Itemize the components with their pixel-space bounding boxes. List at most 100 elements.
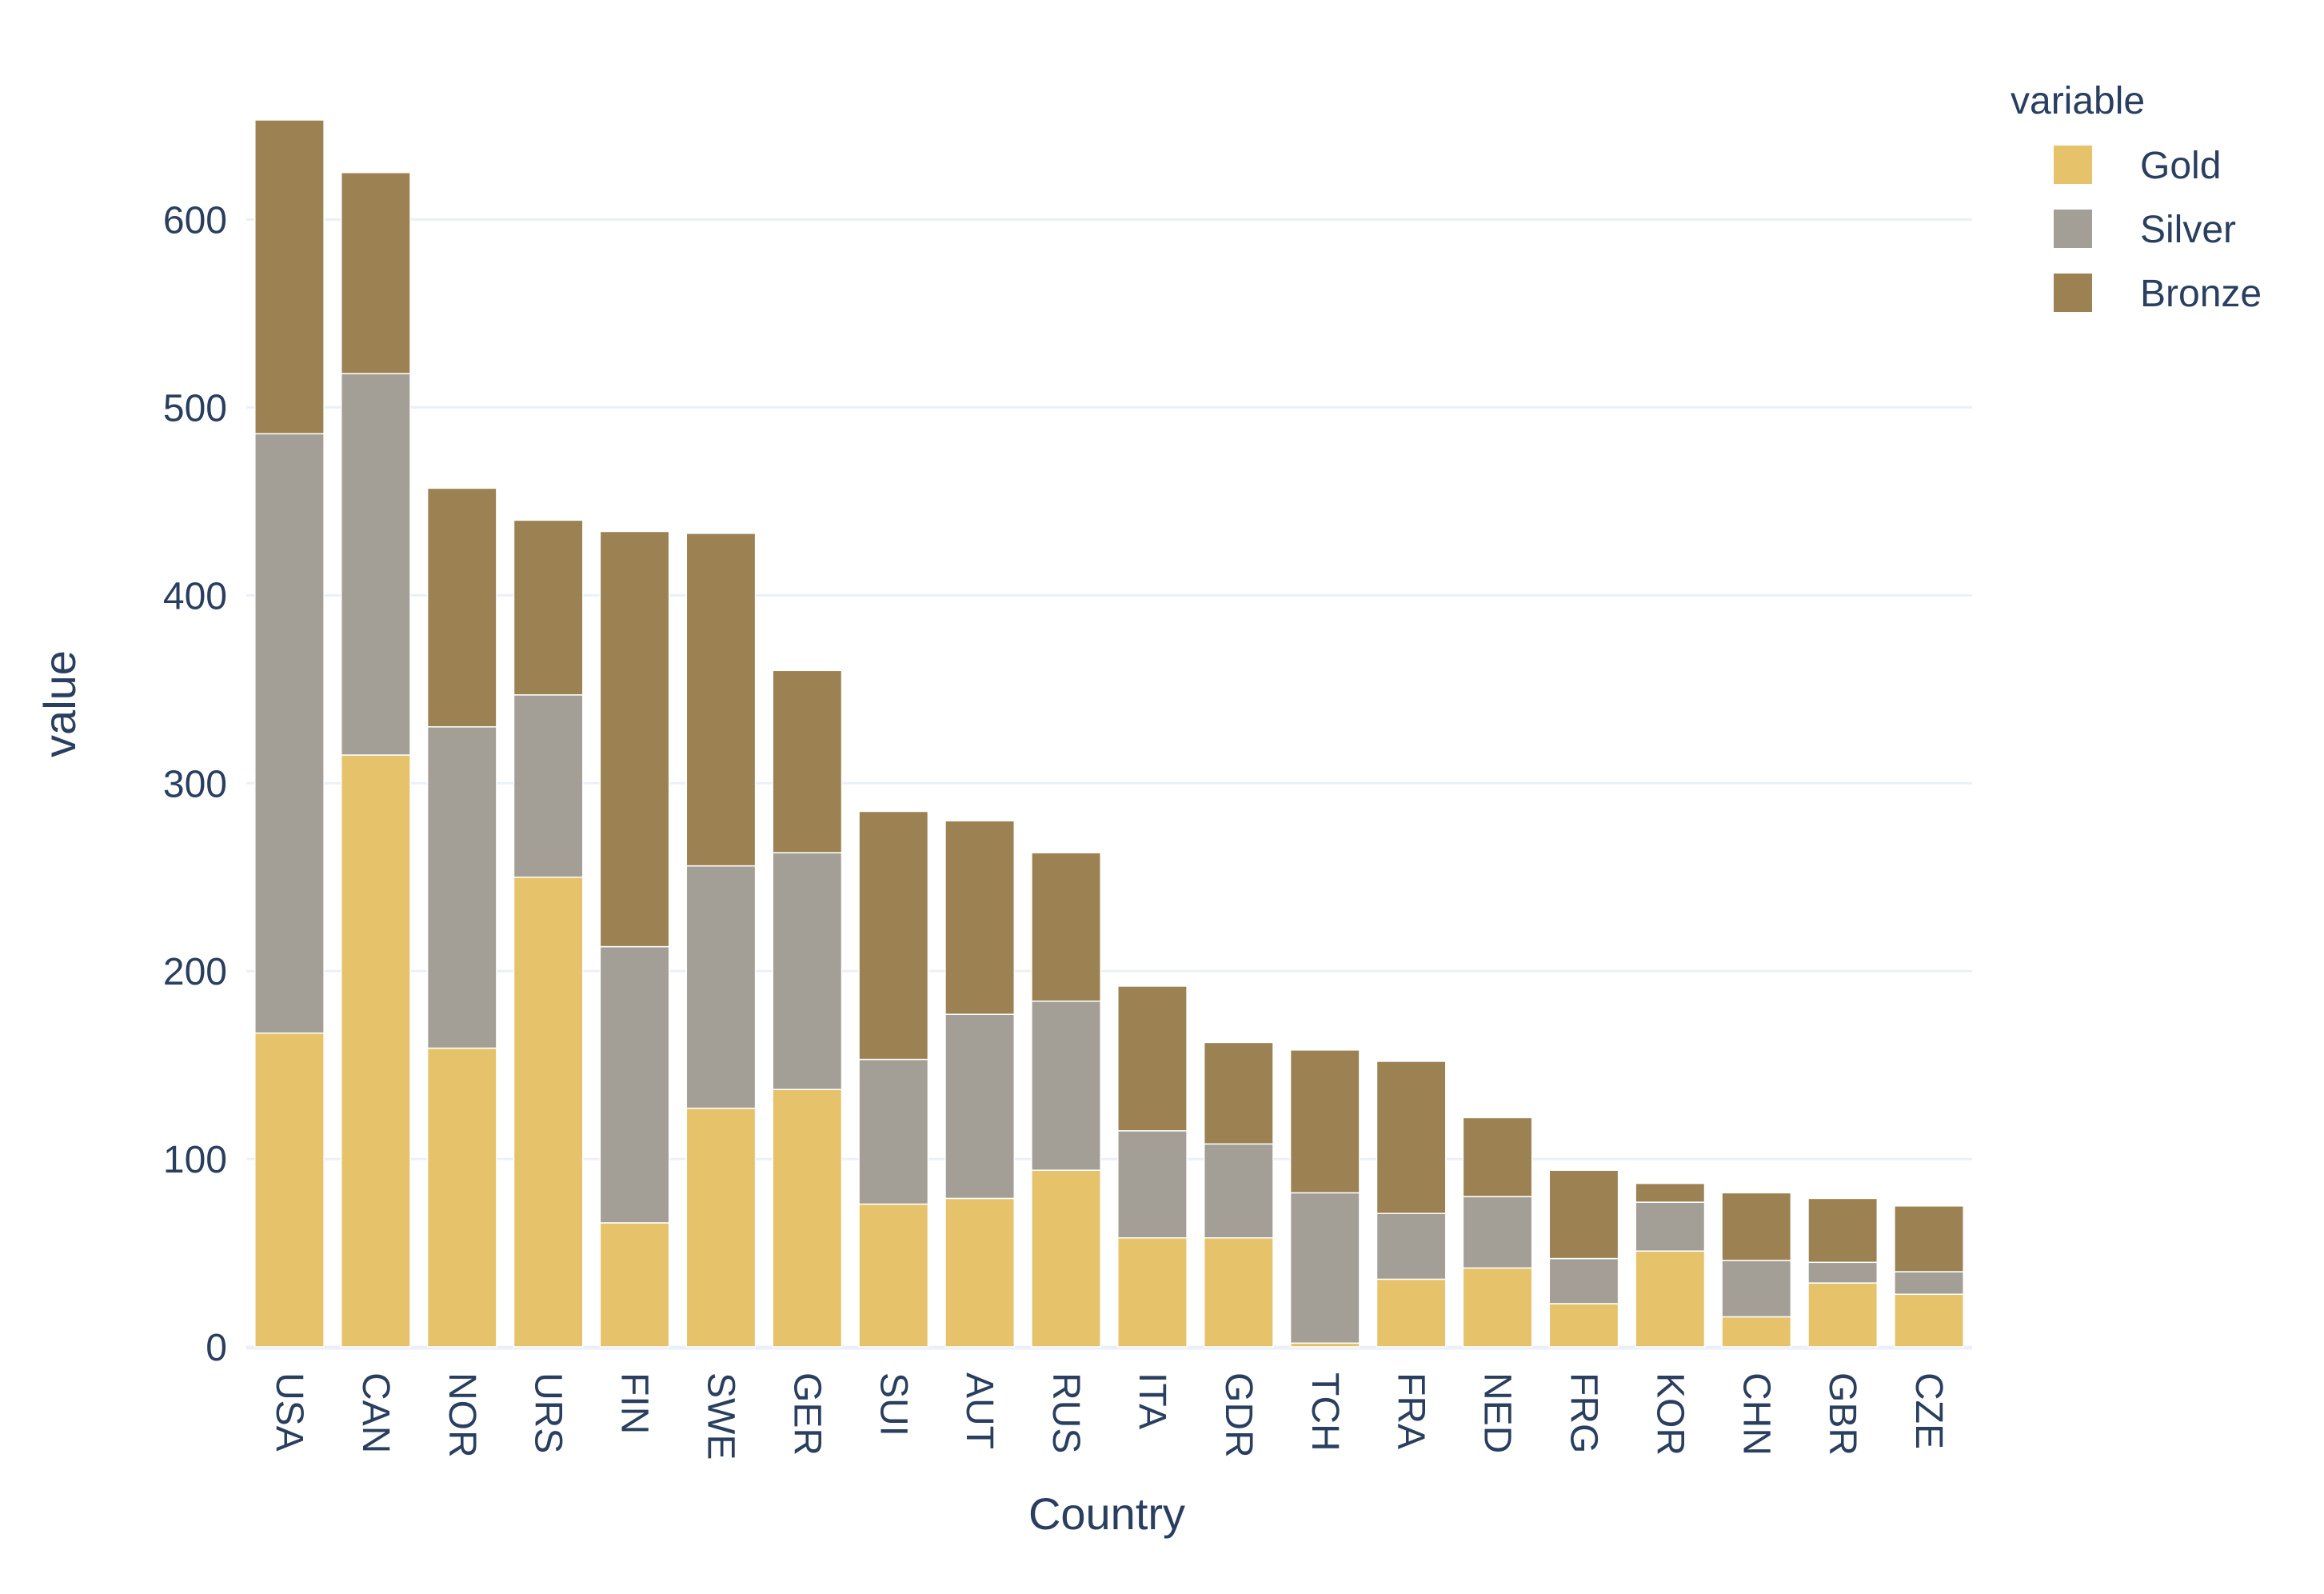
bar-silver-ger xyxy=(772,852,843,1090)
bar-silver-kor xyxy=(1635,1201,1706,1252)
x-tick-label: FRG xyxy=(1562,1372,1604,1453)
bar-silver-usa xyxy=(254,433,325,1034)
bar-bronze-gdr xyxy=(1203,1041,1274,1145)
bar-bronze-chn xyxy=(1721,1192,1792,1261)
bar-bronze-fin xyxy=(599,530,670,948)
bar-bronze-swe xyxy=(685,533,757,867)
bar-bronze-fra xyxy=(1376,1061,1447,1214)
legend-label-bronze: Bronze xyxy=(2140,273,2262,315)
bar-silver-cze xyxy=(1894,1271,1964,1295)
bar-bronze-usa xyxy=(254,119,325,435)
legend-label-gold: Gold xyxy=(2140,145,2221,187)
x-tick-label: ITA xyxy=(1131,1372,1173,1429)
bar-silver-fra xyxy=(1376,1212,1447,1280)
bar-gold-ned xyxy=(1462,1267,1533,1348)
y-axis-title: value xyxy=(34,650,85,757)
bar-gold-urs xyxy=(513,876,584,1348)
bar-bronze-ger xyxy=(772,669,843,853)
bar-bronze-kor xyxy=(1635,1182,1706,1203)
x-tick-label: SWE xyxy=(699,1372,741,1460)
legend-title: variable xyxy=(2011,80,2145,122)
bar-bronze-frg xyxy=(1548,1169,1619,1260)
x-tick-label: KOR xyxy=(1648,1372,1691,1456)
bar-gold-aut xyxy=(944,1197,1016,1348)
bar-bronze-tch xyxy=(1289,1049,1360,1194)
legend-swatch-silver xyxy=(2054,210,2092,248)
bar-silver-fin xyxy=(599,945,670,1224)
x-tick-label: URS xyxy=(527,1372,569,1453)
x-tick-label: GER xyxy=(785,1372,828,1456)
bar-silver-rus xyxy=(1031,1001,1101,1171)
y-tick-label: 100 xyxy=(163,1139,227,1181)
y-tick-label: 200 xyxy=(163,951,227,993)
legend: variable Gold Silver Bronze xyxy=(2011,80,2262,315)
bar-silver-nor xyxy=(426,726,497,1049)
bar-silver-swe xyxy=(685,865,757,1109)
bar-gold-ita xyxy=(1117,1236,1188,1348)
bar-bronze-ita xyxy=(1117,985,1188,1132)
bar-bronze-rus xyxy=(1031,852,1101,1002)
legend-label-silver: Silver xyxy=(2140,209,2236,251)
bar-gold-kor xyxy=(1635,1250,1706,1348)
bar-silver-can xyxy=(340,373,411,756)
bar-gold-chn xyxy=(1721,1316,1792,1348)
bar-gold-gbr xyxy=(1807,1282,1879,1348)
bar-silver-urs xyxy=(513,694,584,878)
bar-gold-nor xyxy=(426,1047,497,1348)
y-tick-label: 500 xyxy=(163,387,227,429)
bar-silver-aut xyxy=(944,1013,1016,1200)
bar-gold-sui xyxy=(858,1203,929,1348)
x-tick-label: TCH xyxy=(1304,1372,1346,1452)
legend-swatch-bronze xyxy=(2054,274,2092,312)
bar-gold-usa xyxy=(254,1032,325,1348)
axes: 0 100 200 300 400 500 600 USA CAN NOR URS FIN SWE GER… xyxy=(163,200,1950,1460)
x-tick-label: FRA xyxy=(1390,1372,1432,1449)
bar-silver-chn xyxy=(1721,1260,1792,1318)
y-tick-label: 400 xyxy=(163,575,227,617)
bar-gold-frg xyxy=(1548,1303,1619,1348)
bar-gold-gdr xyxy=(1203,1236,1274,1348)
x-tick-label: AUT xyxy=(958,1372,1000,1449)
bar-silver-tch xyxy=(1289,1192,1360,1344)
x-tick-label: SUI xyxy=(872,1372,914,1436)
legend-swatch-gold xyxy=(2054,146,2092,184)
bar-silver-gbr xyxy=(1807,1261,1879,1284)
bar-bronze-aut xyxy=(944,820,1016,1015)
x-tick-label: USA xyxy=(268,1372,310,1452)
bar-gold-can xyxy=(340,754,411,1348)
bar-silver-sui xyxy=(858,1058,929,1205)
bar-silver-gdr xyxy=(1203,1143,1274,1239)
x-tick-label: FIN xyxy=(613,1372,656,1434)
x-tick-label: GBR xyxy=(1821,1372,1863,1456)
legend-items: Gold Silver Bronze xyxy=(2054,145,2262,315)
x-tick-label: RUS xyxy=(1044,1372,1087,1453)
y-tick-label: 300 xyxy=(163,763,227,805)
x-tick-label: CZE xyxy=(1907,1372,1950,1449)
bar-bronze-nor xyxy=(426,487,497,728)
x-tick-label: CAN xyxy=(354,1372,397,1453)
bar-gold-ger xyxy=(772,1089,843,1348)
bar-gold-cze xyxy=(1894,1293,1964,1348)
bar-bronze-urs xyxy=(513,519,584,696)
x-tick-label: CHN xyxy=(1735,1372,1777,1456)
bar-gold-fra xyxy=(1376,1278,1447,1348)
bar-bronze-can xyxy=(340,172,411,374)
bar-bronze-sui xyxy=(858,810,929,1061)
bar-silver-frg xyxy=(1548,1257,1619,1304)
x-tick-label: NED xyxy=(1476,1372,1519,1453)
bar-silver-ned xyxy=(1462,1196,1533,1269)
bar-gold-swe xyxy=(685,1107,757,1348)
x-axis-title: Country xyxy=(1028,1488,1185,1539)
bars xyxy=(254,119,1964,1348)
y-tick-label: 0 xyxy=(206,1327,227,1369)
bar-bronze-ned xyxy=(1462,1117,1533,1197)
bar-bronze-cze xyxy=(1894,1205,1964,1272)
bar-gold-rus xyxy=(1031,1169,1101,1348)
x-tick-label: NOR xyxy=(441,1372,483,1458)
bar-bronze-gbr xyxy=(1807,1197,1879,1264)
x-tick-label: GDR xyxy=(1217,1372,1260,1458)
bar-silver-ita xyxy=(1117,1130,1188,1239)
bar-gold-fin xyxy=(599,1222,670,1348)
